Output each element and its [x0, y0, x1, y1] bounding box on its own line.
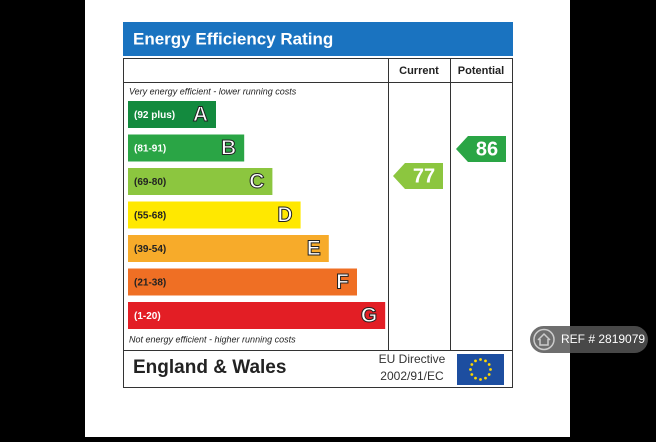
rating-value: 77	[413, 165, 435, 187]
band-range: (81-91)	[134, 144, 166, 155]
star	[479, 378, 482, 381]
bottom-note: Not energy efficient - higher running co…	[129, 334, 296, 344]
ref-badge	[530, 326, 648, 353]
band-letter: G	[361, 304, 377, 327]
star	[469, 368, 472, 371]
frame	[123, 58, 513, 388]
star	[484, 359, 487, 363]
band-letter: D	[277, 204, 292, 227]
band-bar	[128, 168, 273, 195]
header: Potential	[458, 65, 504, 77]
top-note: Very energy efficient - lower running co…	[129, 86, 297, 96]
band-bar	[128, 268, 357, 296]
band-letter: E	[307, 237, 321, 260]
star	[470, 373, 474, 376]
band-letter: C	[249, 170, 264, 193]
title-bar	[123, 22, 513, 56]
header: Current	[399, 65, 439, 77]
bands: (92 plus) A (81-91) B (69-80) C (55-68) D (39-54…	[128, 101, 506, 329]
band-bar	[128, 235, 329, 262]
star	[479, 358, 482, 361]
band-letter: A	[193, 103, 208, 126]
star	[487, 373, 491, 376]
title: Energy Efficiency Rating	[133, 29, 333, 48]
directive: 2002/91/EC	[380, 369, 444, 383]
band-letter: F	[336, 271, 349, 294]
band-range: (55-68)	[134, 211, 166, 222]
ref-icon	[533, 328, 555, 351]
band-range: (39-54)	[134, 244, 166, 255]
band-bar	[128, 302, 386, 329]
band-letter: B	[221, 137, 236, 160]
star	[470, 363, 474, 366]
band-range: (21-38)	[134, 278, 166, 289]
band-range: (69-80)	[134, 177, 166, 188]
band-range: (1-20)	[134, 311, 161, 322]
band-bar	[128, 201, 301, 229]
directive: EU Directive	[379, 352, 446, 366]
rating-arrow	[393, 163, 443, 189]
ref-icon	[537, 332, 551, 346]
band-range: (92 plus)	[134, 110, 175, 121]
ref: REF # 2819079	[561, 332, 645, 346]
star	[487, 363, 491, 366]
eu-flag	[457, 354, 504, 385]
star	[474, 359, 477, 363]
star	[489, 368, 492, 371]
star	[484, 376, 487, 380]
rating-value: 86	[476, 138, 498, 160]
band-bar	[128, 134, 245, 162]
band-bar	[128, 101, 216, 128]
star	[474, 376, 477, 380]
region: England & Wales	[133, 357, 286, 378]
rating-arrow	[456, 136, 506, 162]
